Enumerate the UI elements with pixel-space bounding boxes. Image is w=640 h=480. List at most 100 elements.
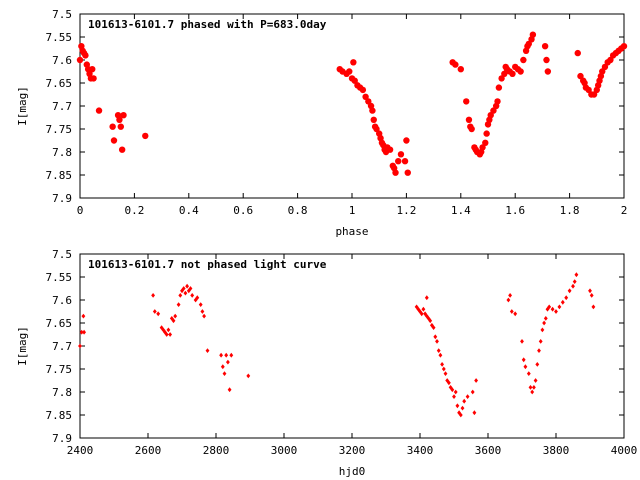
data-point xyxy=(435,339,439,344)
data-point xyxy=(517,68,524,75)
data-point xyxy=(508,293,513,298)
data-point xyxy=(588,288,592,294)
data-point xyxy=(452,61,459,68)
phased-y-axis-label: I[mag] xyxy=(16,86,29,126)
phased-y-tick-label: 7.65 xyxy=(46,77,73,90)
unphased-x-axis-label: hjd0 xyxy=(339,465,366,478)
data-point xyxy=(509,309,514,314)
data-point xyxy=(520,339,524,344)
phased-x-tick-label: 1 xyxy=(349,204,356,217)
data-point xyxy=(392,169,399,176)
unphased-ticks: 2400 2600 2800 3000 3200 3400 3600 3800 4000 7.5 7… xyxy=(46,248,638,457)
unphased-x-tick-label: 4000 xyxy=(611,444,638,457)
data-point xyxy=(529,31,537,38)
data-point xyxy=(590,91,598,98)
unphased-y-tick-label: 7.8 xyxy=(52,386,72,399)
data-point xyxy=(528,385,533,390)
data-point xyxy=(538,339,543,344)
data-point xyxy=(205,348,210,353)
data-point xyxy=(429,322,434,328)
data-point xyxy=(535,362,540,367)
data-point xyxy=(350,59,357,66)
unphased-x-tick-label: 3600 xyxy=(475,444,502,457)
data-point xyxy=(560,299,565,305)
data-point xyxy=(547,304,552,310)
data-point xyxy=(433,334,438,340)
data-point xyxy=(462,398,467,404)
data-point xyxy=(426,316,431,321)
data-point xyxy=(185,283,190,289)
data-point xyxy=(550,306,555,312)
data-point xyxy=(443,371,448,376)
data-point xyxy=(397,151,405,158)
phased-x-tick-label: 1.4 xyxy=(451,204,471,217)
unphased-y-tick-label: 7.5 xyxy=(52,248,72,261)
data-point xyxy=(118,146,126,153)
unphased-data-points xyxy=(78,272,596,418)
data-point xyxy=(81,313,86,319)
unphased-x-tick-label: 3000 xyxy=(271,444,298,457)
data-point xyxy=(76,56,84,64)
data-point xyxy=(557,304,562,310)
data-point xyxy=(431,325,436,330)
data-point xyxy=(450,387,455,393)
data-point xyxy=(181,286,186,291)
data-point xyxy=(229,352,234,358)
data-point xyxy=(482,139,489,146)
data-point xyxy=(183,290,188,296)
data-point xyxy=(607,56,614,64)
data-point xyxy=(418,309,422,314)
data-point xyxy=(567,288,572,294)
data-point xyxy=(90,75,97,82)
phased-x-tick-label: 1.8 xyxy=(560,204,580,217)
data-point xyxy=(395,158,402,165)
data-point xyxy=(365,98,372,105)
phased-y-tick-label: 7.8 xyxy=(52,146,72,159)
data-point xyxy=(470,389,475,395)
data-point xyxy=(564,295,569,301)
phased-x-tick-label: 0 xyxy=(77,204,84,217)
data-point xyxy=(554,309,558,314)
unphased-y-tick-label: 7.9 xyxy=(52,432,72,445)
data-point xyxy=(457,66,464,73)
unphased-y-tick-label: 7.55 xyxy=(46,271,73,284)
data-point xyxy=(531,385,536,390)
data-point xyxy=(487,112,494,119)
data-point xyxy=(188,286,193,291)
data-point xyxy=(520,56,527,64)
data-point xyxy=(530,389,535,395)
data-point xyxy=(171,318,176,324)
data-point xyxy=(401,158,409,165)
data-point xyxy=(490,107,497,114)
data-point xyxy=(589,293,594,298)
phased-x-tick-label: 0.4 xyxy=(179,204,199,217)
data-point xyxy=(225,359,230,365)
data-point xyxy=(540,327,545,333)
data-point xyxy=(460,405,465,411)
data-point xyxy=(472,410,477,416)
unphased-y-tick-label: 7.75 xyxy=(46,363,73,376)
data-point xyxy=(521,357,526,363)
data-point xyxy=(474,378,479,383)
phased-data-points xyxy=(76,31,628,176)
data-point xyxy=(362,93,369,101)
data-point xyxy=(359,86,367,94)
phased-y-tick-label: 7.85 xyxy=(46,169,73,182)
data-point xyxy=(151,293,156,298)
unphased-panel: 101613-6101.7 not phased light curve hjd… xyxy=(16,248,637,478)
data-point xyxy=(386,146,394,153)
data-point xyxy=(445,378,450,383)
data-point xyxy=(89,66,96,73)
data-point xyxy=(198,302,203,307)
data-point xyxy=(142,132,149,140)
data-point xyxy=(438,352,443,358)
phased-x-tick-label: 1.2 xyxy=(396,204,416,217)
data-point xyxy=(369,107,376,114)
data-point xyxy=(404,169,411,176)
data-point xyxy=(506,297,511,303)
unphased-y-axis-label: I[mag] xyxy=(16,326,29,366)
data-point xyxy=(224,352,229,358)
data-point xyxy=(193,297,198,303)
data-point xyxy=(455,403,460,409)
